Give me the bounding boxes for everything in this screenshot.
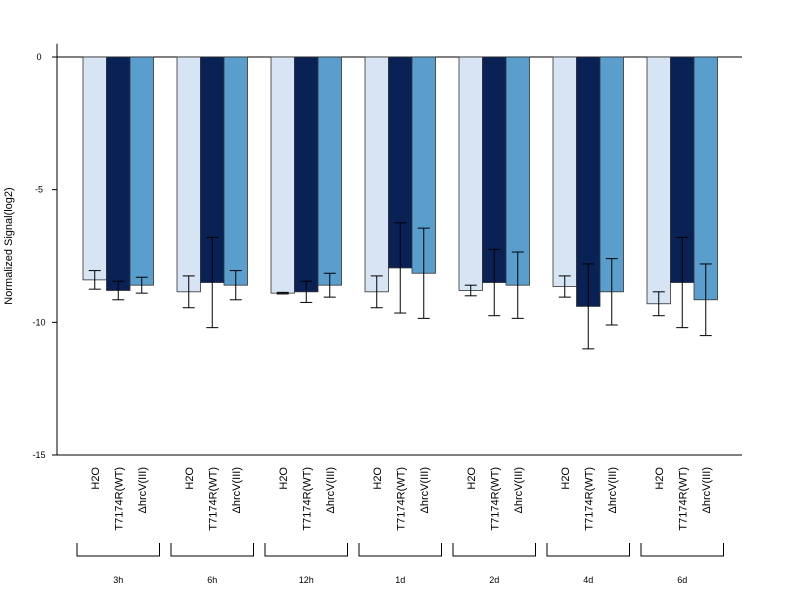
group-label: 4d: [583, 575, 593, 585]
bars-layer: [82, 56, 718, 350]
bar: [552, 56, 577, 287]
bar: [176, 56, 201, 293]
labels-layer: H2O T7174R(WT) ΔhrcV(III) 3h H2O T7174R(WT) Δh…: [76, 467, 724, 585]
group-bracket: [640, 543, 724, 557]
bar: [223, 56, 248, 286]
group-label: 3h: [113, 575, 123, 585]
bar: [458, 56, 483, 291]
x-tick-label: H2O: [184, 467, 196, 490]
x-tick-label: T7174R(WT): [301, 467, 313, 531]
x-tick-label: H2O: [560, 467, 572, 490]
x-tick-label: ΔhrcV(III): [231, 467, 243, 513]
group-bracket: [76, 543, 160, 557]
x-tick-label: H2O: [90, 467, 102, 490]
x-tick-label: T7174R(WT): [677, 467, 689, 531]
bar: [294, 56, 319, 293]
bar: [129, 56, 154, 286]
group-label: 1d: [395, 575, 405, 585]
bar: [646, 56, 671, 305]
y-tick-label: 0: [36, 52, 41, 62]
bar: [505, 56, 530, 286]
group-label: 12h: [299, 575, 314, 585]
x-tick-label: H2O: [278, 467, 290, 490]
x-tick-label: T7174R(WT): [395, 467, 407, 531]
x-tick-label: H2O: [466, 467, 478, 490]
x-tick-label: ΔhrcV(III): [607, 467, 619, 513]
bar: [317, 56, 342, 286]
x-tick-label: T7174R(WT): [113, 467, 125, 531]
x-tick-label: ΔhrcV(III): [513, 467, 525, 513]
y-tick-label: -5: [35, 185, 43, 195]
x-tick-label: T7174R(WT): [489, 467, 501, 531]
y-tick-label: -10: [32, 317, 45, 327]
group-bracket: [264, 543, 348, 557]
bar: [82, 56, 107, 281]
x-tick-label: H2O: [654, 467, 666, 490]
bar: [364, 56, 389, 293]
group-label: 6h: [207, 575, 217, 585]
x-tick-label: ΔhrcV(III): [137, 467, 149, 513]
y-axis-label: Normalized Signal(log2): [3, 187, 15, 304]
group-bracket: [452, 543, 536, 557]
group-bracket: [358, 543, 442, 557]
bar: [599, 56, 624, 293]
group-bracket: [546, 543, 630, 557]
group-label: 6d: [677, 575, 687, 585]
x-tick-label: ΔhrcV(III): [325, 467, 337, 513]
bar: [693, 56, 718, 301]
x-tick-label: T7174R(WT): [583, 467, 595, 531]
bar: [106, 56, 131, 291]
group-label: 2d: [489, 575, 499, 585]
bar: [482, 56, 507, 283]
bar: [270, 56, 295, 294]
y-tick-label: -15: [32, 450, 45, 460]
x-tick-label: ΔhrcV(III): [701, 467, 713, 513]
x-tick-label: T7174R(WT): [207, 467, 219, 531]
x-tick-label: H2O: [372, 467, 384, 490]
x-tick-label: ΔhrcV(III): [419, 467, 431, 513]
group-bracket: [170, 543, 254, 557]
